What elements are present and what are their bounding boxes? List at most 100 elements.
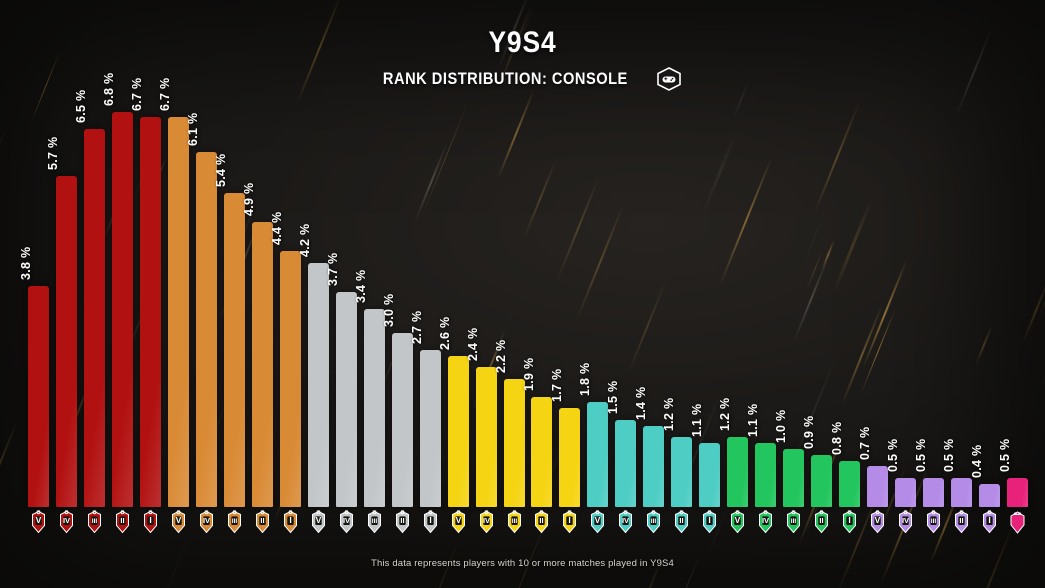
bar-value-label: 5.7 % [46,136,61,170]
bar-silver-II[interactable] [391,332,413,507]
bar-slot: 4.2 % [298,52,329,507]
bar-slot: 2.2 % [494,52,525,507]
bar-slot: 1.0 % [774,52,805,507]
bar-copper-II[interactable] [111,111,133,507]
bar-value-label: 4.2 % [298,223,313,257]
bar-bronze-V[interactable] [167,117,189,507]
svg-text:I: I [848,515,850,525]
rank-icon-axis: V IV III II I V IV III II I V IV III II I V IV III II I V IV I… [28,508,1028,544]
bar-diamond-II[interactable] [951,477,973,507]
bar-emerald-IV[interactable] [755,443,777,507]
bar-value-label: 3.0 % [382,293,397,327]
bar-slot: 4.4 % [270,52,301,507]
rank-icon-copper-I: I [140,508,161,538]
rank-icon-platinum-I: I [699,508,720,538]
rank-icon-emerald-IV: IV [755,508,776,538]
rank-icon-diamond-III: III [923,508,944,538]
bar-platinum-III[interactable] [643,425,665,507]
svg-text:IV: IV [203,516,210,525]
bar-slot: 6.5 % [74,52,105,507]
bar-platinum-V[interactable] [587,402,609,507]
svg-text:IV: IV [343,516,350,525]
svg-text:III: III [511,518,517,525]
rank-icon-bronze-IV: IV [196,508,217,538]
bar-slot: 0.5 % [886,52,917,507]
bar-slot: 1.5 % [606,52,637,507]
bar-slot: 6.7 % [130,52,161,507]
bar-value-label: 1.4 % [633,386,648,420]
bar-diamond-I[interactable] [979,483,1001,507]
bar-bronze-I[interactable] [279,251,301,507]
bar-platinum-IV[interactable] [615,419,637,507]
svg-text:IV: IV [482,516,489,525]
bar-diamond-V[interactable] [867,466,889,507]
bar-value-label: 3.7 % [326,252,341,286]
svg-text:I: I [289,515,291,525]
bar-value-label: 1.9 % [521,357,536,391]
bar-copper-III[interactable] [83,129,105,507]
svg-text:I: I [429,515,431,525]
svg-text:I: I [988,515,990,525]
bar-diamond-IV[interactable] [895,477,917,507]
svg-text:III: III [931,518,937,525]
bar-chart-plot-area: 3.8 % 5.7 % 6.5 % 6.8 % 6.7 % 6.7 % 6.1 % 5.4 %… [19,52,1028,507]
bar-slot: 1.2 % [718,52,749,507]
svg-text:V: V [36,515,42,525]
rank-icon-platinum-IV: IV [615,508,636,538]
bar-copper-V[interactable] [28,286,49,507]
bar-gold-V[interactable] [447,355,469,507]
svg-text:II: II [680,516,684,525]
bar-silver-IV[interactable] [335,291,357,507]
svg-text:II: II [540,516,544,525]
bar-platinum-II[interactable] [671,437,693,507]
bar-value-label: 0.8 % [829,421,844,455]
bar-value-label: 0.5 % [997,438,1012,472]
bar-copper-I[interactable] [139,117,161,507]
bar-silver-I[interactable] [419,350,441,507]
bar-slot: 6.1 % [186,52,217,507]
bar-gold-II[interactable] [531,396,553,507]
svg-text:III: III [791,518,797,525]
bar-copper-IV[interactable] [55,175,77,507]
bar-slot: 4.9 % [242,52,273,507]
svg-text:III: III [92,518,98,525]
bar-silver-V[interactable] [307,262,329,507]
bar-gold-I[interactable] [559,408,581,507]
bar-slot: 2.7 % [410,52,441,507]
bar-slot: 1.4 % [634,52,665,507]
bar-platinum-I[interactable] [699,443,721,507]
bar-emerald-II[interactable] [811,454,833,507]
rank-icon-bronze-III: III [224,508,245,538]
bar-champion-C[interactable] [1007,477,1028,507]
bar-value-label: 0.9 % [801,415,816,449]
bar-gold-III[interactable] [503,379,525,507]
svg-text:II: II [959,516,963,525]
svg-text:IV: IV [902,516,909,525]
svg-text:II: II [120,516,124,525]
bar-emerald-I[interactable] [839,460,861,507]
bar-diamond-III[interactable] [923,477,945,507]
rank-icon-gold-IV: IV [476,508,497,538]
svg-text:I: I [709,515,711,525]
bar-emerald-V[interactable] [727,437,749,507]
svg-text:V: V [875,515,881,525]
rank-icon-bronze-I: I [280,508,301,538]
rank-icon-silver-III: III [364,508,385,538]
svg-text:III: III [232,518,238,525]
bar-gold-IV[interactable] [475,367,497,507]
bar-bronze-II[interactable] [251,222,273,507]
bar-silver-III[interactable] [363,309,385,507]
chart-header: Y9S4 RANK DISTRIBUTION: CONSOLE [0,0,1045,91]
footer-note: This data represents players with 10 or … [371,558,674,569]
bar-slot: 6.8 % [102,52,133,507]
bar-value-label: 6.1 % [186,112,201,147]
svg-text:IV: IV [63,516,70,525]
page-title: Y9S4 [488,26,557,59]
bar-emerald-III[interactable] [783,448,805,507]
bar-value-label: 0.4 % [969,444,984,478]
rank-icon-silver-I: I [420,508,441,538]
bar-bronze-IV[interactable] [195,152,217,507]
bar-bronze-III[interactable] [223,193,245,507]
bar-value-label: 0.5 % [913,438,928,472]
bar-slot: 0.5 % [914,52,945,507]
